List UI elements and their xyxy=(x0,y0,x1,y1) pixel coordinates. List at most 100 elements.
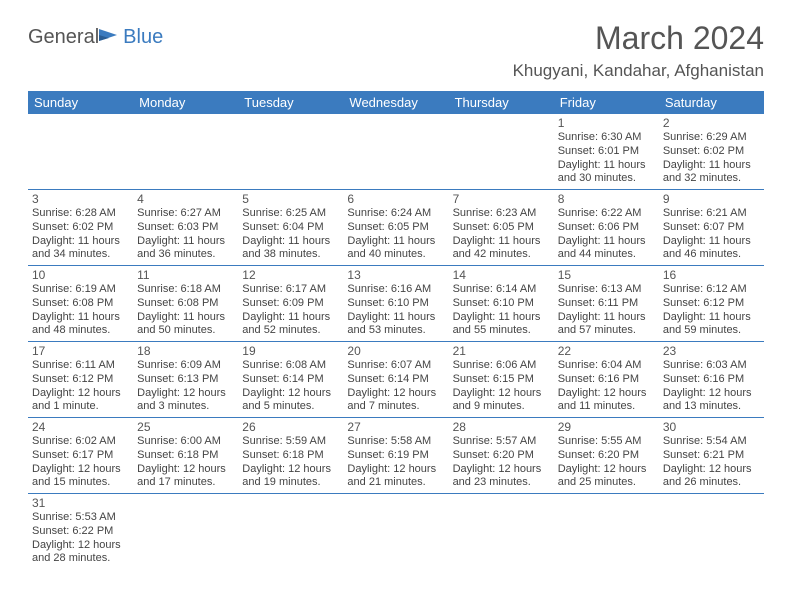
day-day2: and 52 minutes. xyxy=(242,324,339,338)
day-cell: 10Sunrise: 6:19 AMSunset: 6:08 PMDayligh… xyxy=(28,266,133,341)
day-sunset: Sunset: 6:14 PM xyxy=(242,373,339,387)
day-cell: 23Sunrise: 6:03 AMSunset: 6:16 PMDayligh… xyxy=(659,342,764,417)
day-day1: Daylight: 12 hours xyxy=(558,463,655,477)
day-day1: Daylight: 11 hours xyxy=(663,311,760,325)
day-day2: and 57 minutes. xyxy=(558,324,655,338)
day-day2: and 48 minutes. xyxy=(32,324,129,338)
day-header-monday: Monday xyxy=(133,91,238,114)
day-day1: Daylight: 11 hours xyxy=(242,235,339,249)
week-row: 3Sunrise: 6:28 AMSunset: 6:02 PM Daylight… xyxy=(28,190,764,266)
day-day1: Daylight: 12 hours xyxy=(347,387,444,401)
month-title: March 2024 xyxy=(513,20,764,57)
day-day2: and 9 minutes. xyxy=(453,400,550,414)
day-day1: Daylight: 11 hours xyxy=(663,159,760,173)
day-sunrise: Sunrise: 6:16 AM xyxy=(347,283,444,297)
day-sunset: Sunset: 6:03 PM xyxy=(137,221,234,235)
day-sunrise: Sunrise: 5:59 AM xyxy=(242,435,339,449)
day-day2: and 55 minutes. xyxy=(453,324,550,338)
day-number: 23 xyxy=(663,344,760,359)
day-sunset: Sunset: 6:12 PM xyxy=(663,297,760,311)
day-day1: Daylight: 12 hours xyxy=(242,387,339,401)
day-day2: and 21 minutes. xyxy=(347,476,444,490)
day-number: 5 xyxy=(242,192,339,207)
day-sunrise: Sunrise: 6:23 AM xyxy=(453,207,550,221)
day-number: 10 xyxy=(32,268,129,283)
day-day2: and 15 minutes. xyxy=(32,476,129,490)
day-day2: and 23 minutes. xyxy=(453,476,550,490)
day-sunrise: Sunrise: 6:03 AM xyxy=(663,359,760,373)
day-cell: 4Sunrise: 6:27 AMSunset: 6:03 PMDaylight… xyxy=(133,190,238,265)
day-day2: and 44 minutes. xyxy=(558,248,655,262)
day-day1: Daylight: 12 hours xyxy=(558,387,655,401)
day-cell: 29Sunrise: 5:55 AMSunset: 6:20 PMDayligh… xyxy=(554,418,659,493)
day-sunset: Sunset: 6:12 PM xyxy=(32,373,129,387)
day-sunset: Sunset: 6:20 PM xyxy=(453,449,550,463)
day-cell xyxy=(133,114,238,189)
day-sunset: Sunset: 6:20 PM xyxy=(558,449,655,463)
day-number: 15 xyxy=(558,268,655,283)
day-sunrise: Sunrise: 6:08 AM xyxy=(242,359,339,373)
day-day2: and 32 minutes. xyxy=(663,172,760,186)
day-header-sunday: Sunday xyxy=(28,91,133,114)
day-number: 13 xyxy=(347,268,444,283)
day-cell: 2Sunrise: 6:29 AMSunset: 6:02 PMDaylight… xyxy=(659,114,764,189)
day-cell: 5Sunrise: 6:25 AMSunset: 6:04 PMDaylight… xyxy=(238,190,343,265)
day-number: 28 xyxy=(453,420,550,435)
header: General Blue March 2024 Khugyani, Kandah… xyxy=(28,20,764,81)
day-day1: Daylight: 12 hours xyxy=(137,387,234,401)
day-day1: Daylight: 12 hours xyxy=(453,463,550,477)
day-day2: and 34 minutes. xyxy=(32,248,129,262)
day-number: 27 xyxy=(347,420,444,435)
day-day1: Daylight: 11 hours xyxy=(137,235,234,249)
day-cell: 31Sunrise: 5:53 AMSunset: 6:22 PMDayligh… xyxy=(28,494,133,569)
day-sunrise: Sunrise: 6:17 AM xyxy=(242,283,339,297)
day-header-tuesday: Tuesday xyxy=(238,91,343,114)
day-sunset: Sunset: 6:05 PM xyxy=(453,221,550,235)
title-block: March 2024 Khugyani, Kandahar, Afghanist… xyxy=(513,20,764,81)
week-row: 17Sunrise: 6:11 AMSunset: 6:12 PMDayligh… xyxy=(28,342,764,418)
day-sunset: Sunset: 6:21 PM xyxy=(663,449,760,463)
day-cell xyxy=(28,114,133,189)
day-sunrise: Sunrise: 6:14 AM xyxy=(453,283,550,297)
day-sunrise: Sunrise: 6:11 AM xyxy=(32,359,129,373)
day-sunset: Sunset: 6:07 PM xyxy=(663,221,760,235)
day-sunrise: Sunrise: 6:00 AM xyxy=(137,435,234,449)
day-sunrise: Sunrise: 6:06 AM xyxy=(453,359,550,373)
day-cell: 30Sunrise: 5:54 AMSunset: 6:21 PMDayligh… xyxy=(659,418,764,493)
day-number: 20 xyxy=(347,344,444,359)
day-sunrise: Sunrise: 6:30 AM xyxy=(558,131,655,145)
day-header-saturday: Saturday xyxy=(659,91,764,114)
day-sunset: Sunset: 6:16 PM xyxy=(558,373,655,387)
day-sunset: Sunset: 6:02 PM xyxy=(32,221,129,235)
day-sunset: Sunset: 6:02 PM xyxy=(663,145,760,159)
day-sunrise: Sunrise: 6:12 AM xyxy=(663,283,760,297)
day-cell: 13Sunrise: 6:16 AMSunset: 6:10 PMDayligh… xyxy=(343,266,448,341)
day-cell: 28Sunrise: 5:57 AMSunset: 6:20 PMDayligh… xyxy=(449,418,554,493)
day-sunset: Sunset: 6:10 PM xyxy=(453,297,550,311)
day-day1: Daylight: 11 hours xyxy=(453,311,550,325)
week-row: 24Sunrise: 6:02 AMSunset: 6:17 PMDayligh… xyxy=(28,418,764,494)
day-day2: and 3 minutes. xyxy=(137,400,234,414)
day-day2: and 28 minutes. xyxy=(32,552,129,566)
day-sunset: Sunset: 6:10 PM xyxy=(347,297,444,311)
day-header-friday: Friday xyxy=(554,91,659,114)
day-sunrise: Sunrise: 6:28 AM xyxy=(32,207,129,221)
day-day1: Daylight: 12 hours xyxy=(347,463,444,477)
day-day1: Daylight: 11 hours xyxy=(558,159,655,173)
day-cell: 15Sunrise: 6:13 AMSunset: 6:11 PMDayligh… xyxy=(554,266,659,341)
day-cell xyxy=(238,494,343,569)
calendar: Sunday Monday Tuesday Wednesday Thursday… xyxy=(28,91,764,569)
day-cell xyxy=(554,494,659,569)
day-day2: and 40 minutes. xyxy=(347,248,444,262)
day-day1: Daylight: 12 hours xyxy=(137,463,234,477)
day-day1: Daylight: 11 hours xyxy=(347,235,444,249)
day-day1: Daylight: 12 hours xyxy=(32,387,129,401)
day-cell xyxy=(133,494,238,569)
day-cell: 1Sunrise: 6:30 AMSunset: 6:01 PMDaylight… xyxy=(554,114,659,189)
day-number: 25 xyxy=(137,420,234,435)
day-sunrise: Sunrise: 5:55 AM xyxy=(558,435,655,449)
day-sunset: Sunset: 6:09 PM xyxy=(242,297,339,311)
day-day2: and 38 minutes. xyxy=(242,248,339,262)
day-number: 3 xyxy=(32,192,129,207)
day-sunrise: Sunrise: 5:58 AM xyxy=(347,435,444,449)
